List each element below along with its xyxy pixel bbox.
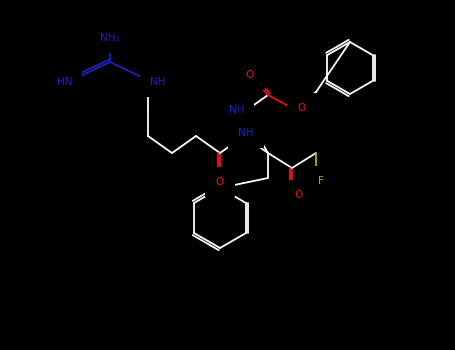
Text: O: O [297,103,305,113]
Text: O: O [246,70,254,80]
Text: NH: NH [150,77,166,87]
Text: O: O [294,190,302,200]
Text: NH: NH [228,105,244,115]
Text: NH: NH [238,128,254,138]
Text: HN: HN [56,77,72,87]
Text: NH₂: NH₂ [100,33,120,43]
Text: F: F [318,176,324,186]
Text: O: O [216,177,224,187]
